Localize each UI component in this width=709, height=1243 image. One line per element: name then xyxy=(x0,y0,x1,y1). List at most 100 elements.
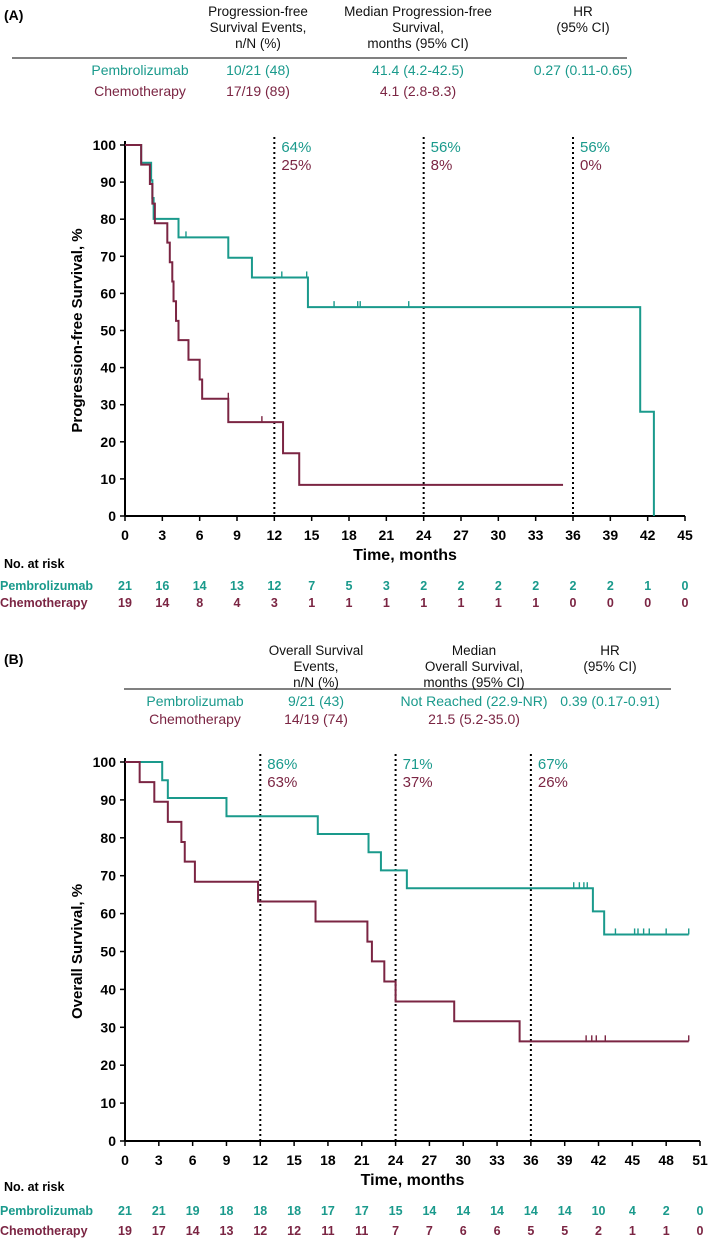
risk-count: 0 xyxy=(644,596,651,610)
risk-arm-label: Chemotherapy xyxy=(0,1224,88,1238)
risk-arm-label: Chemotherapy xyxy=(0,596,88,610)
x-tick-label: 6 xyxy=(196,527,204,543)
x-tick-label: 51 xyxy=(692,1152,708,1168)
risk-count: 1 xyxy=(420,596,427,610)
risk-count: 4 xyxy=(234,596,241,610)
table-header: n/N (%) xyxy=(293,675,339,690)
x-tick-label: 27 xyxy=(422,1152,438,1168)
table-header: n/N (%) xyxy=(235,36,281,51)
risk-count: 2 xyxy=(420,579,427,593)
table-hr-cell: 0.27 (0.11-0.65) xyxy=(534,62,633,78)
table-hr-cell: 0.39 (0.17-0.91) xyxy=(560,693,660,709)
x-tick-label: 48 xyxy=(658,1152,674,1168)
y-tick-label: 30 xyxy=(100,1019,116,1035)
risk-count: 18 xyxy=(253,1204,267,1218)
risk-count: 2 xyxy=(532,579,539,593)
table-events-cell: 14/19 (74) xyxy=(284,711,348,727)
table-median-cell: 21.5 (5.2-35.0) xyxy=(428,711,520,727)
table-header: Events, xyxy=(293,659,338,674)
landmark-pembro-value: 56% xyxy=(431,139,461,156)
x-tick-label: 42 xyxy=(640,527,656,543)
risk-count: 2 xyxy=(495,579,502,593)
risk-count: 10 xyxy=(592,1204,606,1218)
landmark-pembro-value: 64% xyxy=(281,139,311,156)
table-header: HR xyxy=(600,643,620,658)
risk-count: 2 xyxy=(458,579,465,593)
x-tick-label: 39 xyxy=(557,1152,573,1168)
x-tick-label: 36 xyxy=(523,1152,539,1168)
risk-count: 1 xyxy=(458,596,465,610)
risk-count: 14 xyxy=(558,1204,572,1218)
y-tick-label: 90 xyxy=(100,174,116,190)
risk-count: 0 xyxy=(682,596,689,610)
risk-count: 1 xyxy=(383,596,390,610)
y-axis-label: Overall Survival, % xyxy=(69,884,86,1019)
risk-count: 5 xyxy=(561,1224,568,1238)
x-axis-label: Time, months xyxy=(353,547,457,564)
landmark-pembro-value: 71% xyxy=(403,756,433,773)
risk-count: 3 xyxy=(271,596,278,610)
x-tick-label: 39 xyxy=(603,527,619,543)
table-header: months (95% CI) xyxy=(367,36,468,51)
x-tick-label: 45 xyxy=(677,527,693,543)
risk-count: 14 xyxy=(193,579,207,593)
landmark-pembro-value: 56% xyxy=(580,139,610,156)
table-arm-label: Pembrolizumab xyxy=(91,62,188,78)
table-events-cell: 17/19 (89) xyxy=(226,83,290,99)
table-header: Median Progression-free xyxy=(344,4,492,19)
risk-count: 1 xyxy=(495,596,502,610)
risk-count: 8 xyxy=(196,596,203,610)
x-tick-label: 36 xyxy=(565,527,581,543)
x-tick-label: 12 xyxy=(253,1152,269,1168)
km-curve-pembrolizumab xyxy=(125,761,689,936)
x-tick-label: 30 xyxy=(455,1152,471,1168)
table-median-cell: 41.4 (4.2-42.5) xyxy=(372,62,464,78)
risk-count: 4 xyxy=(629,1204,636,1218)
km-curve-chemotherapy xyxy=(125,761,689,1043)
y-tick-label: 70 xyxy=(100,868,116,884)
x-axis-label: Time, months xyxy=(361,1172,465,1189)
risk-count: 13 xyxy=(230,579,244,593)
risk-count: 17 xyxy=(321,1204,335,1218)
y-tick-label: 40 xyxy=(100,981,116,997)
landmark-chemo-value: 0% xyxy=(580,157,602,174)
landmark-chemo-value: 8% xyxy=(431,157,453,174)
risk-count: 1 xyxy=(346,596,353,610)
risk-count: 19 xyxy=(186,1204,200,1218)
x-tick-label: 27 xyxy=(453,527,469,543)
y-tick-label: 40 xyxy=(100,360,116,376)
landmark-chemo-value: 25% xyxy=(281,157,311,174)
km-curve-chemotherapy xyxy=(125,144,564,486)
x-tick-label: 3 xyxy=(155,1152,163,1168)
risk-count: 17 xyxy=(152,1224,166,1238)
risk-count: 19 xyxy=(118,1224,132,1238)
x-tick-label: 18 xyxy=(341,527,357,543)
x-tick-label: 24 xyxy=(416,527,432,543)
y-tick-label: 10 xyxy=(100,1095,116,1111)
y-tick-label: 60 xyxy=(100,906,116,922)
risk-count: 1 xyxy=(629,1224,636,1238)
x-tick-label: 12 xyxy=(267,527,283,543)
risk-count: 7 xyxy=(392,1224,399,1238)
table-arm-label: Chemotherapy xyxy=(94,83,186,99)
y-tick-label: 60 xyxy=(100,285,116,301)
risk-count: 12 xyxy=(253,1224,267,1238)
km-curve-pembrolizumab xyxy=(125,144,655,516)
risk-count: 3 xyxy=(383,579,390,593)
y-tick-label: 0 xyxy=(108,1133,116,1149)
x-tick-label: 3 xyxy=(158,527,166,543)
risk-count: 11 xyxy=(321,1224,334,1238)
x-tick-label: 15 xyxy=(286,1152,302,1168)
risk-table-title: No. at risk xyxy=(4,557,64,571)
x-tick-label: 9 xyxy=(233,527,241,543)
x-tick-label: 21 xyxy=(354,1152,370,1168)
landmark-pembro-value: 86% xyxy=(267,756,297,773)
risk-count: 18 xyxy=(220,1204,234,1218)
risk-count: 2 xyxy=(570,579,577,593)
y-tick-label: 20 xyxy=(100,1057,116,1073)
x-tick-label: 6 xyxy=(189,1152,197,1168)
risk-count: 6 xyxy=(460,1224,467,1238)
